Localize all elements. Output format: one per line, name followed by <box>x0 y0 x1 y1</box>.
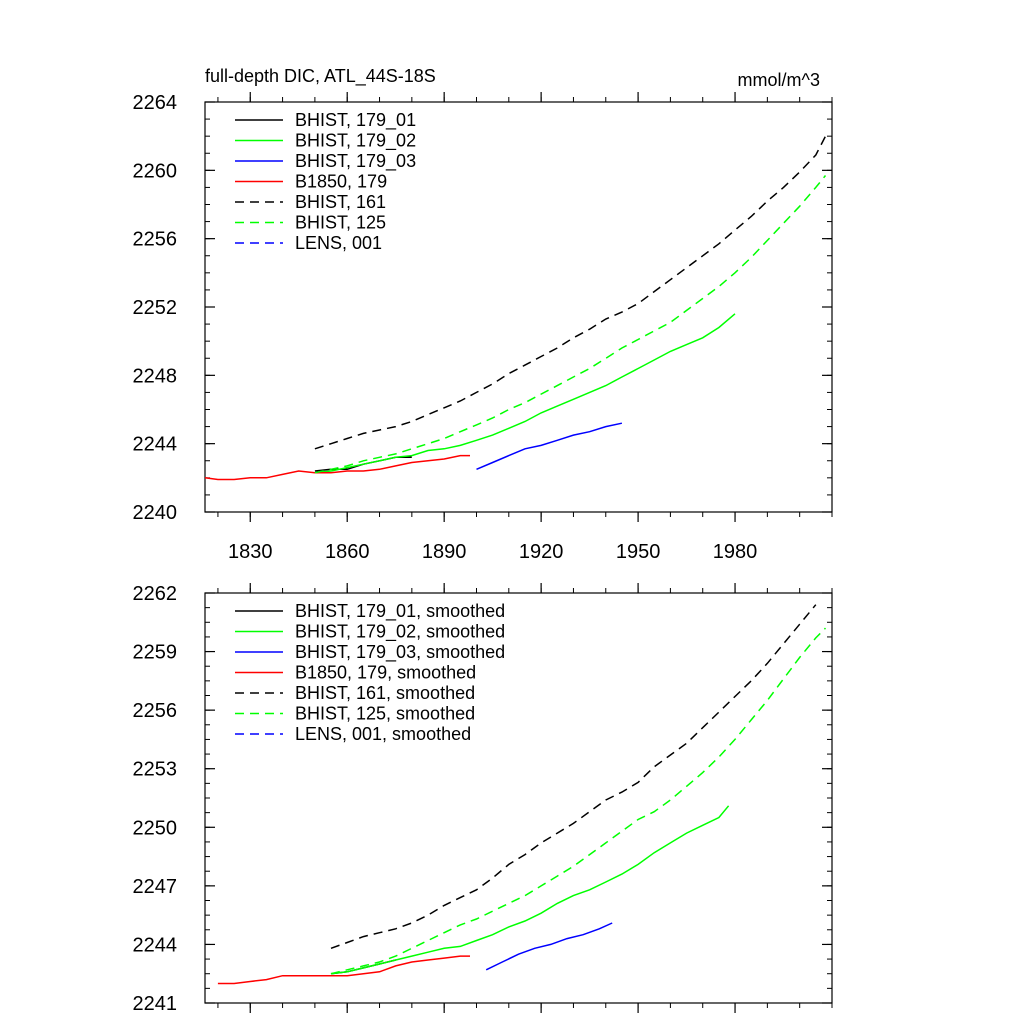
y-tick-label: 2259 <box>133 642 178 664</box>
y-tick-label: 2248 <box>133 365 178 387</box>
y-tick-label: 2252 <box>133 297 178 319</box>
x-tick-label: 1860 <box>325 541 370 563</box>
y-tick-label: 2244 <box>133 934 178 956</box>
legend-label: B1850, 179 <box>295 172 387 192</box>
legend-label: BHIST, 179_03 <box>295 151 416 172</box>
chart-units: mmol/m^3 <box>738 70 820 90</box>
panel-top: 2240 2244 2248 2252 2256 2260 2264 1830 1860 1890… <box>133 92 833 563</box>
y-tick-label: 2262 <box>133 583 178 605</box>
series-line-1 <box>330 805 730 975</box>
series-line-5 <box>330 627 827 975</box>
y-tick-label: 2250 <box>133 817 178 839</box>
series-line-2 <box>476 422 623 470</box>
x-tick-label: 1920 <box>519 541 564 563</box>
y-tick-label: 2264 <box>133 92 178 114</box>
panel-bottom: 2241 2244 2247 2250 2253 2256 2259 2262 BHIST, 1… <box>133 583 833 1015</box>
chart-title: full-depth DIC, ATL_44S-18S <box>205 66 436 87</box>
x-tick-label: 1950 <box>616 541 661 563</box>
y-tick-label: 2260 <box>133 160 178 182</box>
legend-label: BHIST, 161 <box>295 192 386 212</box>
y-tick-label: 2253 <box>133 759 178 781</box>
legend-label: LENS, 001 <box>295 233 382 253</box>
legend-label: BHIST, 179_01, smoothed <box>295 601 505 622</box>
y-tick-label: 2240 <box>133 502 178 524</box>
series-line-5 <box>314 175 827 474</box>
legend-label: BHIST, 179_01 <box>295 110 416 131</box>
y-tick-label: 2256 <box>133 229 178 251</box>
legend-label: B1850, 179, smoothed <box>295 663 476 683</box>
series-line-3 <box>217 955 470 985</box>
x-tick-label: 1830 <box>228 541 273 563</box>
legend-label: BHIST, 125, smoothed <box>295 704 475 724</box>
legend-label: LENS, 001, smoothed <box>295 724 471 744</box>
y-tick-label: 2247 <box>133 876 178 898</box>
legend-label: BHIST, 125 <box>295 213 386 233</box>
x-tick-label: 1980 <box>713 541 758 563</box>
series-line-3 <box>204 454 470 481</box>
series-line-4 <box>314 135 827 450</box>
series-line-4 <box>330 604 817 950</box>
legend-label: BHIST, 161, smoothed <box>295 683 475 703</box>
y-tick-label: 2256 <box>133 700 178 722</box>
legend-label: BHIST, 179_03, smoothed <box>295 642 505 663</box>
series-line-2 <box>485 922 613 971</box>
legend-label: BHIST, 179_02 <box>295 131 416 152</box>
y-tick-label: 2241 <box>133 993 178 1015</box>
series-line-1 <box>314 313 736 474</box>
legend-label: BHIST, 179_02, smoothed <box>295 622 505 643</box>
y-tick-label: 2244 <box>133 434 178 456</box>
x-tick-label: 1890 <box>422 541 467 563</box>
